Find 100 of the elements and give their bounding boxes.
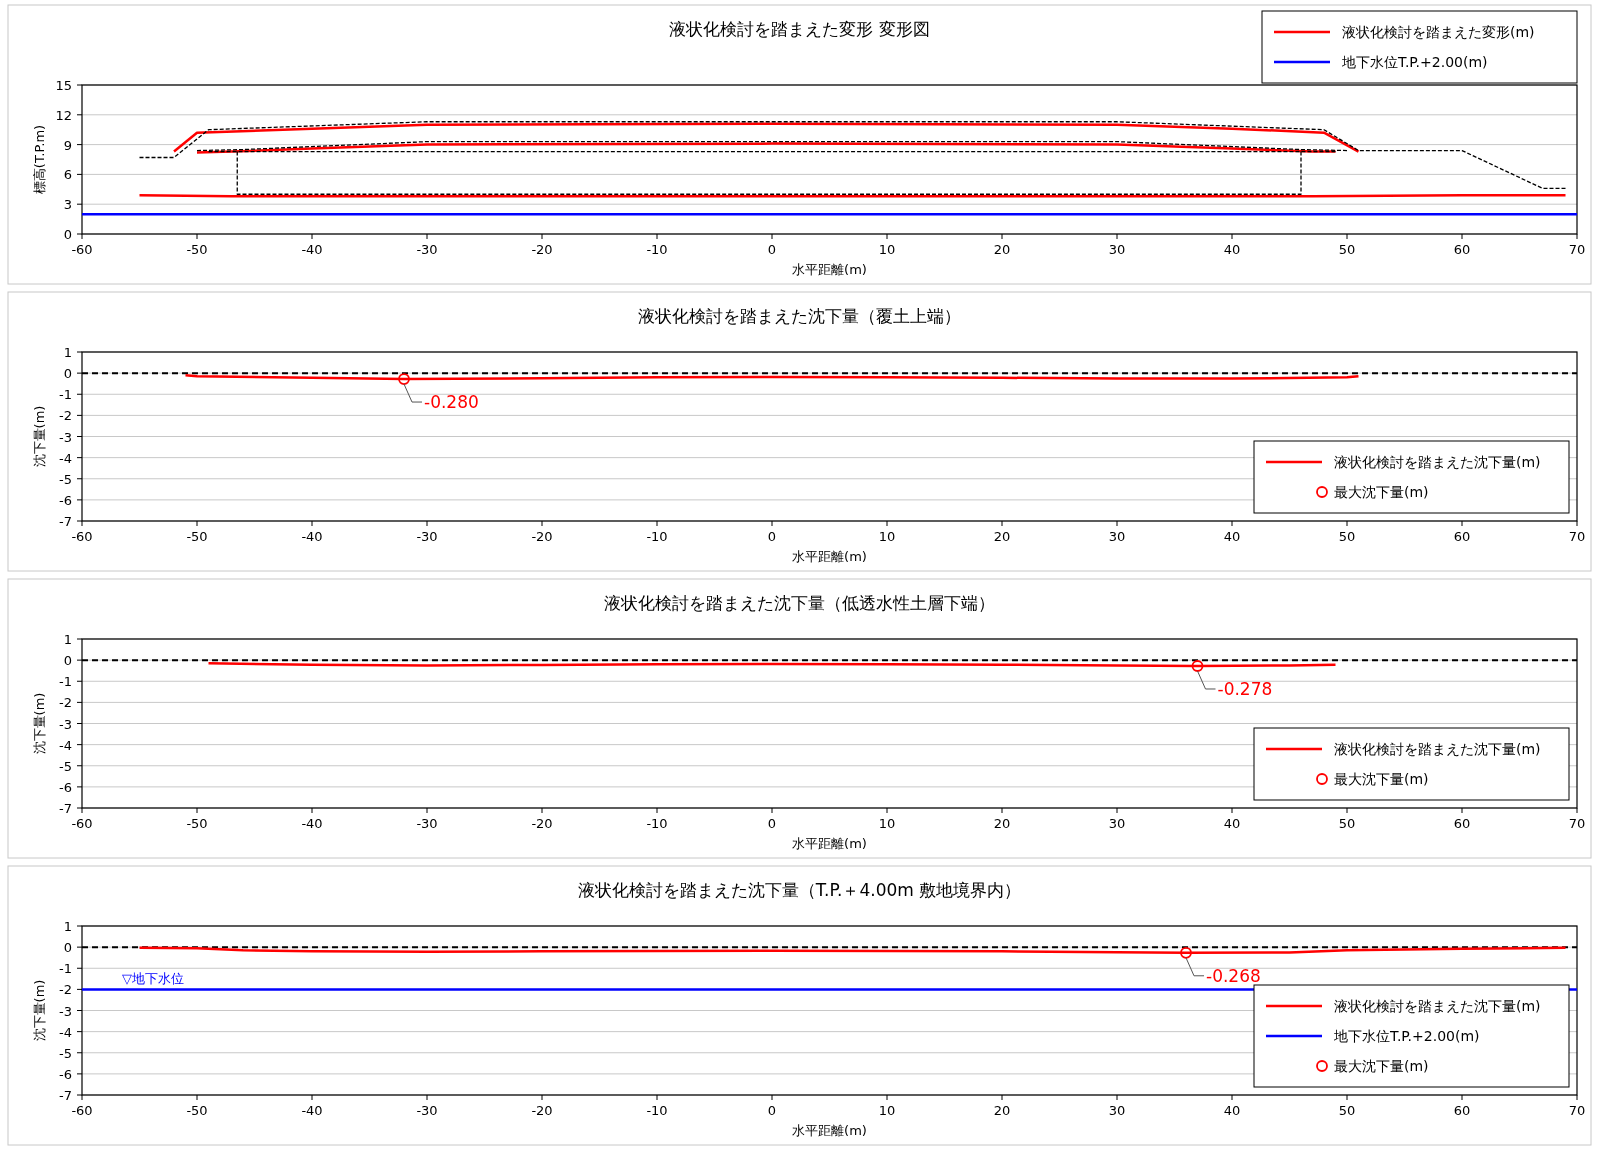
y-tick-label: -1 xyxy=(59,387,72,403)
legend-label: 液状化検討を踏まえた沈下量(m) xyxy=(1334,998,1541,1014)
x-tick-label: 60 xyxy=(1453,1103,1471,1118)
legend-label: 液状化検討を踏まえた沈下量(m) xyxy=(1334,741,1541,757)
y-tick-label: -4 xyxy=(59,737,72,753)
legend-label: 地下水位T.P.+2.00(m) xyxy=(1333,1028,1480,1044)
x-tick-label: 70 xyxy=(1568,529,1586,544)
y-tick-label: -4 xyxy=(59,450,72,466)
x-axis-title: 水平距離(m) xyxy=(792,549,867,564)
x-tick-label: -30 xyxy=(416,529,438,544)
x-tick-label: -50 xyxy=(186,529,208,544)
y-tick-label: -5 xyxy=(59,758,72,774)
x-tick-label: 60 xyxy=(1453,529,1471,544)
x-tick-label: 10 xyxy=(878,816,896,831)
x-tick-label: 70 xyxy=(1568,816,1586,831)
x-tick-label: -50 xyxy=(186,1103,208,1118)
x-tick-label: 50 xyxy=(1338,816,1356,831)
y-tick-label: -4 xyxy=(59,1024,72,1040)
y-tick-label: 15 xyxy=(55,78,72,93)
x-tick-label: 70 xyxy=(1568,1103,1586,1118)
x-tick-label: 30 xyxy=(1108,816,1126,831)
legend-label: 液状化検討を踏まえた沈下量(m) xyxy=(1334,454,1541,470)
annotation: -0.278 xyxy=(1217,679,1273,699)
y-tick-label: -7 xyxy=(59,514,72,529)
y-tick-label: -3 xyxy=(59,429,72,445)
y-tick-label: 1 xyxy=(63,919,72,934)
y-tick-label: -5 xyxy=(59,1045,72,1061)
y-tick-label: 3 xyxy=(63,197,72,213)
legend-label: 地下水位T.P.+2.00(m) xyxy=(1341,54,1488,70)
x-tick-label: -60 xyxy=(71,816,93,831)
y-tick-label: -2 xyxy=(59,982,72,998)
legend-label: 最大沈下量(m) xyxy=(1334,484,1429,500)
x-tick-label: -50 xyxy=(186,242,208,257)
x-tick-label: -60 xyxy=(71,529,93,544)
x-axis-title: 水平距離(m) xyxy=(792,262,867,277)
chart-title: 液状化検討を踏まえた沈下量（覆土上端） xyxy=(638,306,961,326)
x-tick-label: 30 xyxy=(1108,1103,1126,1118)
y-tick-label: 6 xyxy=(63,167,72,183)
x-tick-label: 40 xyxy=(1223,1103,1241,1118)
x-tick-label: -10 xyxy=(646,242,668,257)
y-tick-label: -7 xyxy=(59,801,72,816)
x-tick-label: -40 xyxy=(301,529,323,544)
legend-label: 最大沈下量(m) xyxy=(1334,771,1429,787)
x-tick-label: 20 xyxy=(993,529,1011,544)
x-tick-label: 40 xyxy=(1223,816,1241,831)
y-tick-label: -6 xyxy=(59,492,72,508)
x-tick-label: 10 xyxy=(878,529,896,544)
y-tick-label: 0 xyxy=(63,227,72,242)
x-axis-title: 水平距離(m) xyxy=(792,1123,867,1138)
x-tick-label: 40 xyxy=(1223,529,1241,544)
x-tick-label: 0 xyxy=(767,242,777,257)
y-tick-label: 1 xyxy=(63,345,72,360)
x-tick-label: -60 xyxy=(71,1103,93,1118)
x-tick-label: -30 xyxy=(416,816,438,831)
x-axis-title: 水平距離(m) xyxy=(792,836,867,851)
x-tick-label: -20 xyxy=(531,529,553,544)
y-tick-label: -3 xyxy=(59,1003,72,1019)
y-tick-label: 12 xyxy=(55,107,72,123)
y-tick-label: -1 xyxy=(59,674,72,690)
x-tick-label: 20 xyxy=(993,1103,1011,1118)
y-tick-label: 0 xyxy=(63,366,72,382)
y-tick-label: 0 xyxy=(63,940,72,956)
x-tick-label: -10 xyxy=(646,1103,668,1118)
x-tick-label: -20 xyxy=(531,1103,553,1118)
x-tick-label: 20 xyxy=(993,242,1011,257)
y-tick-label: -6 xyxy=(59,1066,72,1082)
y-tick-label: -1 xyxy=(59,961,72,977)
annotation: -0.280 xyxy=(424,392,479,413)
x-tick-label: 50 xyxy=(1338,242,1356,257)
x-tick-label: 10 xyxy=(878,242,896,257)
y-axis-title: 沈下量(m) xyxy=(32,692,47,755)
x-tick-label: 10 xyxy=(878,1103,896,1118)
annotation: -0.268 xyxy=(1206,965,1261,986)
x-tick-label: -20 xyxy=(531,816,553,831)
x-tick-label: 0 xyxy=(767,1103,777,1118)
x-tick-label: -30 xyxy=(416,242,438,257)
y-tick-label: -6 xyxy=(59,779,72,795)
y-tick-label: -7 xyxy=(59,1088,72,1103)
x-tick-label: -60 xyxy=(71,242,93,257)
y-axis-title: 標高(T.P.m) xyxy=(32,124,47,195)
y-tick-label: -5 xyxy=(59,471,72,487)
x-tick-label: -20 xyxy=(531,242,553,257)
x-tick-label: 60 xyxy=(1453,816,1471,831)
chart-title: 液状化検討を踏まえた沈下量（低透水性土層下端） xyxy=(604,593,995,613)
x-tick-label: -30 xyxy=(416,1103,438,1118)
legend-label: 最大沈下量(m) xyxy=(1334,1058,1429,1074)
y-tick-label: 0 xyxy=(63,653,72,669)
x-tick-label: -40 xyxy=(301,816,323,831)
legend-label: 液状化検討を踏まえた変形(m) xyxy=(1342,24,1535,40)
x-tick-label: -10 xyxy=(646,816,668,831)
x-tick-label: 0 xyxy=(767,529,777,544)
annotation: ▽地下水位 xyxy=(122,971,184,987)
y-tick-label: -3 xyxy=(59,716,72,732)
x-tick-label: -40 xyxy=(301,242,323,257)
y-tick-label: 1 xyxy=(63,632,72,647)
x-tick-label: 0 xyxy=(767,816,777,831)
x-tick-label: 50 xyxy=(1338,529,1356,544)
y-tick-label: -2 xyxy=(59,408,72,424)
y-tick-label: -2 xyxy=(59,695,72,711)
x-tick-label: 50 xyxy=(1338,1103,1356,1118)
